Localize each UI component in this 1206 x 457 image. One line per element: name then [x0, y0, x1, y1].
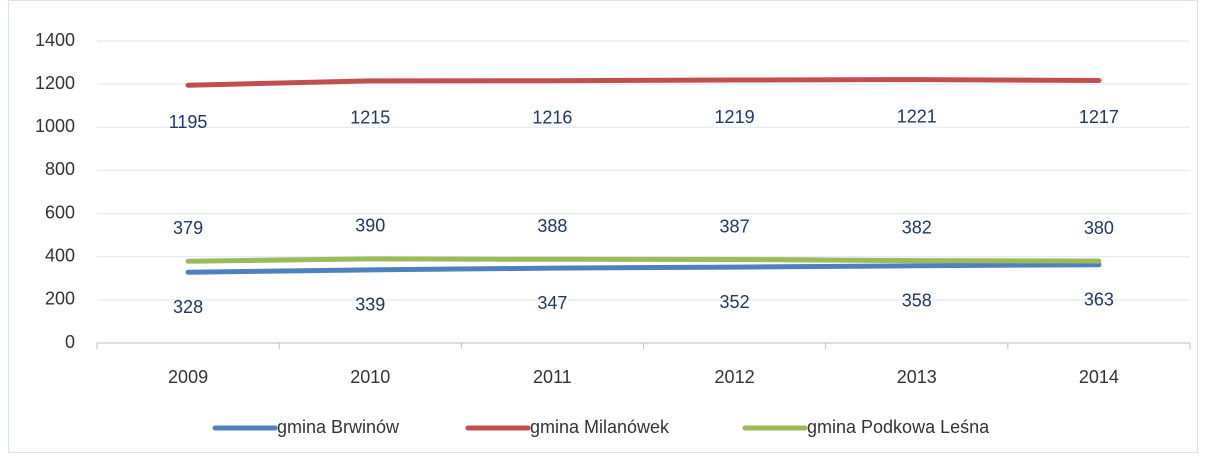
- data-label: 388: [537, 216, 567, 236]
- data-label: 347: [537, 293, 567, 313]
- series-line: [185, 262, 1102, 275]
- y-tick-label: 0: [65, 332, 75, 352]
- x-tick-label: 2014: [1079, 367, 1119, 387]
- data-label: 1215: [350, 108, 390, 128]
- data-label: 379: [173, 218, 203, 238]
- y-tick-label: 1400: [35, 30, 75, 50]
- x-tick-label: 2013: [897, 367, 937, 387]
- legend-label: gmina Podkowa Leśna: [807, 417, 990, 437]
- chart-border: [8, 0, 1198, 453]
- data-label: 1221: [897, 106, 937, 126]
- legend-label: gmina Milanówek: [530, 417, 670, 437]
- y-tick-label: 200: [45, 289, 75, 309]
- data-label: 328: [173, 297, 203, 317]
- legend-label: gmina Brwinów: [277, 417, 400, 437]
- x-tick-label: 2012: [715, 367, 755, 387]
- data-label: 358: [902, 291, 932, 311]
- data-label: 363: [1084, 289, 1114, 309]
- data-label: 380: [1084, 218, 1114, 238]
- data-label: 382: [902, 217, 932, 237]
- data-label: 1195: [169, 112, 208, 132]
- data-label: 390: [355, 216, 385, 236]
- series-line: [185, 256, 1102, 264]
- series-line: [185, 77, 1102, 88]
- x-tick-label: 2010: [350, 367, 390, 387]
- y-tick-label: 1000: [35, 116, 75, 136]
- y-tick-label: 1200: [35, 73, 75, 93]
- data-label: 1216: [532, 107, 572, 127]
- data-label: 387: [720, 216, 750, 236]
- y-tick-label: 400: [45, 245, 75, 265]
- x-tick-label: 2009: [168, 367, 208, 387]
- data-label: 1217: [1079, 107, 1119, 127]
- data-label: 339: [355, 295, 385, 315]
- data-label: 1219: [715, 107, 755, 127]
- y-tick-label: 600: [45, 202, 75, 222]
- x-tick-label: 2011: [533, 367, 572, 387]
- y-tick-label: 800: [45, 159, 75, 179]
- data-label: 352: [720, 292, 750, 312]
